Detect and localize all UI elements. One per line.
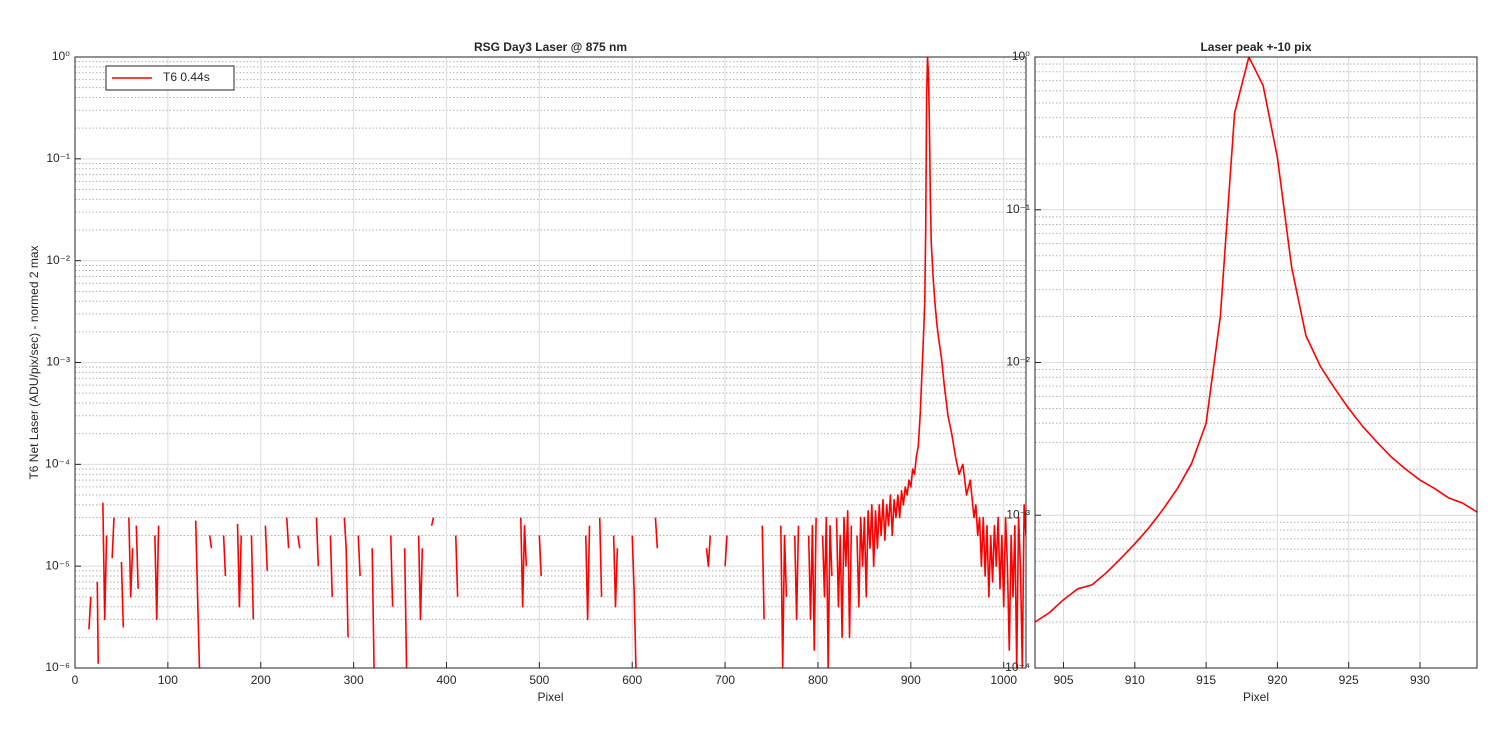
legend-label: T6 0.44s [163,70,210,84]
axes: 10⁻⁴ 10⁻³ 10⁻² 10⁻¹ 10⁰ 905 910 915 920 925 930 Las… [1005,40,1478,704]
y-tick-label: 10⁻³ [46,355,70,369]
x-tick-label: 1000 [990,673,1017,687]
x-tick-label: 300 [344,673,364,687]
data-line [1035,57,1477,623]
y-tick-label: 10⁰ [52,49,70,63]
x-tick-label: 400 [436,673,456,687]
y-axis-label: T6 Net Laser (ADU/pix/sec) - normed 2 ma… [27,245,41,479]
axes-frame [74,56,1027,669]
y-tick-label: 10⁻² [1006,355,1030,369]
x-tick-label: 700 [715,673,735,687]
x-tick-label: 0 [72,673,79,687]
chart-title: RSG Day3 Laser @ 875 nm [474,40,627,54]
y-tick-label: 10⁻⁴ [45,457,70,471]
y-tick-label: 10⁻⁶ [45,660,70,674]
x-tick-label: 910 [1125,673,1145,687]
x-tick-label: 800 [808,673,828,687]
x-tick-label: 925 [1339,673,1359,687]
x-tick-label: 930 [1410,673,1430,687]
y-tick-label: 10⁻⁵ [45,558,70,572]
x-tick-label: 100 [158,673,178,687]
axes-frame [1034,56,1478,669]
y-tick-label: 10⁻¹ [46,151,70,165]
x-tick-label: 920 [1267,673,1287,687]
x-tick-label: 500 [529,673,549,687]
x-axis-label: Pixel [1243,690,1269,704]
x-tick-label: 200 [251,673,271,687]
y-tick-label: 10⁻⁴ [1005,660,1030,674]
x-axis-label: Pixel [537,690,563,704]
y-tick-label: 10⁻³ [1006,507,1030,521]
data-line [88,57,1026,668]
y-tick-label: 10⁻² [46,253,70,267]
x-tick-label: 915 [1196,673,1216,687]
y-tick-label: 10⁻¹ [1006,202,1030,216]
x-tick-label: 905 [1054,673,1074,687]
x-tick-label: 900 [901,673,921,687]
axes: 10⁻⁶ 10⁻⁵ 10⁻⁴ 10⁻³ 10⁻² 10⁻¹ 10⁰ 0 100 200 300 400… [27,40,1027,704]
chart-title: Laser peak +-10 pix [1200,40,1311,54]
y-tick-label: 10⁰ [1012,49,1030,63]
x-tick-label: 600 [622,673,642,687]
